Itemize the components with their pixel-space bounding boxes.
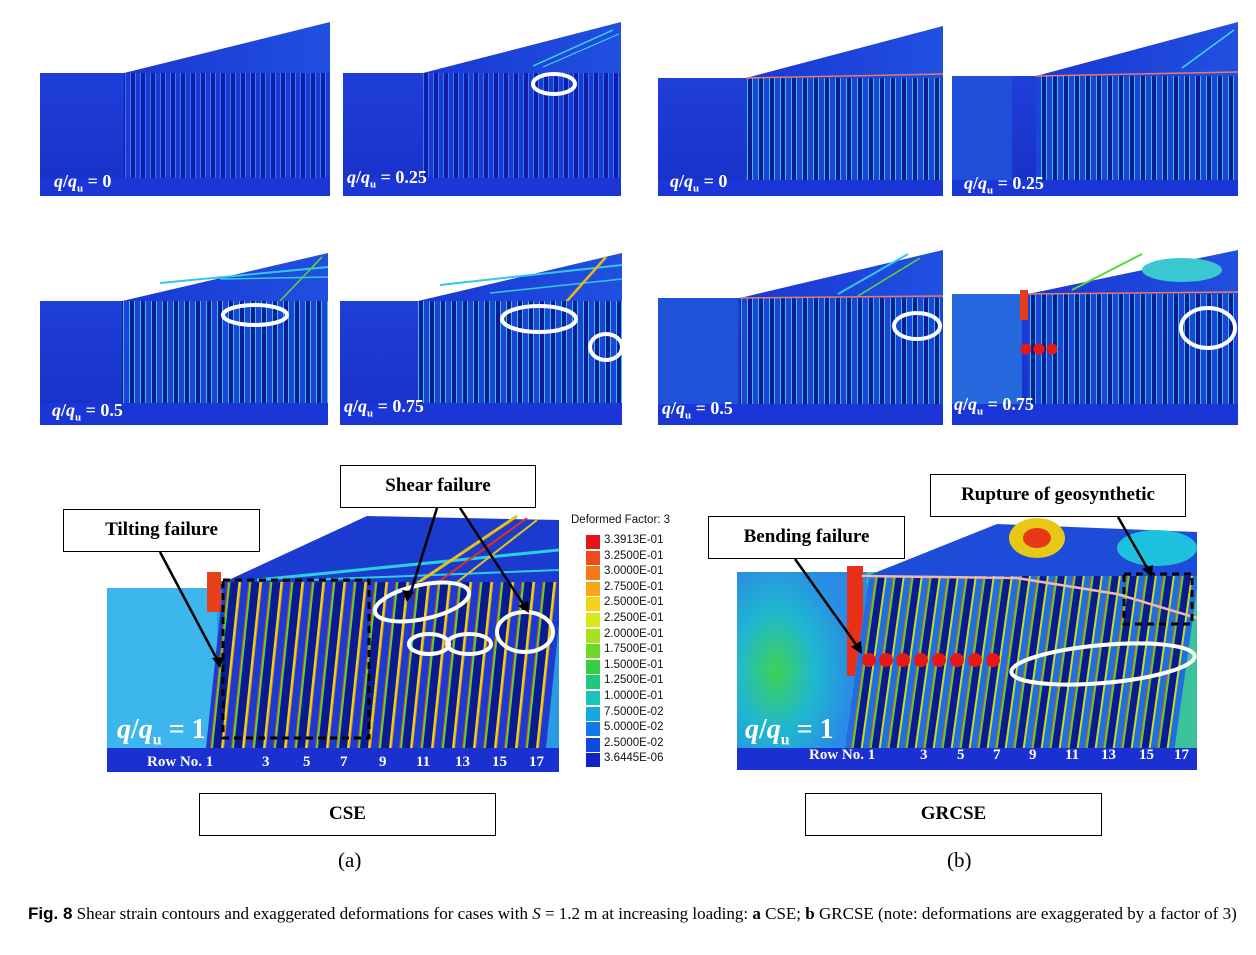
case-label-cse: CSE [199,793,496,836]
highlight-ellipse [445,632,493,656]
legend-swatch [586,597,600,612]
legend-label: 7.5000E-02 [604,705,664,718]
strain-legend: Deformed Factor: 3 3.3913E-01 3.2500E-01 3… [571,514,701,774]
legend-label: 3.6445E-06 [604,752,664,765]
legend-swatch [586,691,600,705]
highlight-ellipse [892,311,942,341]
legend-swatch [586,566,600,581]
legend-swatch [586,535,600,549]
legend-label: 2.0000E-01 [604,627,664,640]
q-ratio-label: q/qu = 0.5 [662,398,733,422]
q-ratio-label: q/qu = 0.25 [347,167,427,191]
highlight-ellipse [500,304,578,334]
highlight-ellipse [1179,306,1237,350]
contour-panel-cse-q05: q/qu = 0.5 [40,253,328,425]
contour-panel-grcse-q075: q/qu = 0.75 [952,250,1238,425]
legend-swatch [586,644,600,659]
callout-bending-failure: Bending failure [708,516,905,559]
q-ratio-label: q/qu = 1 [117,714,206,749]
legend-label: 2.5000E-02 [604,736,664,749]
legend-swatch [586,581,600,596]
legend-label: 2.7500E-01 [604,580,664,593]
callout-tilting-failure: Tilting failure [63,509,260,552]
highlight-ellipse [221,303,289,327]
legend-swatch [586,613,600,627]
contour-panel-grcse-q0: q/qu = 0 [658,22,943,196]
highlight-ellipse [588,332,622,362]
subfigure-label-a: (a) [338,848,362,872]
callout-shear-failure: Shear failure [340,465,536,508]
legend-label: 2.5000E-01 [604,596,664,609]
highlight-ellipse [1009,641,1197,687]
subfigure-label-b: (b) [947,848,972,872]
legend-label: 1.2500E-01 [604,674,664,687]
legend-swatch [586,550,600,565]
legend-label: 3.0000E-01 [604,565,664,578]
legend-swatch [586,659,600,674]
legend-swatch [586,706,600,721]
legend-label: 1.0000E-01 [604,690,664,702]
q-ratio-label: q/qu = 0.75 [954,394,1034,418]
legend-label: 5.0000E-02 [604,721,664,734]
legend-label: 1.5000E-01 [604,658,664,671]
highlight-ellipse [531,72,577,96]
figure-caption: Fig. 8 Shear strain contours and exagger… [28,904,1237,923]
legend-title: Deformed Factor: 3 [571,514,671,526]
legend-label: 1.7500E-01 [604,643,664,656]
legend-label: 3.3913E-01 [604,534,664,546]
contour-panel-cse-q075: q/qu = 0.75 [340,253,622,425]
q-ratio-label: q/qu = 1 [745,714,834,749]
callout-rupture-geosynthetic: Rupture of geosynthetic [930,474,1186,517]
q-ratio-label: q/qu = 0.25 [964,173,1044,196]
legend-swatch [586,737,600,752]
q-ratio-label: q/qu = 0.5 [52,400,123,424]
contour-panel-cse-q025: q/qu = 0.25 [343,22,621,196]
q-ratio-label: q/qu = 0.75 [344,396,424,420]
case-label-grcse: GRCSE [805,793,1102,836]
legend-swatch [586,753,600,768]
contour-panel-cse-q0: q/qu = 0 [40,22,330,196]
row-numbers: Row No. 1 3 5 7 9 11 13 15 17 [809,747,1189,763]
contour-panel-grcse-q05: q/qu = 0.5 [658,250,943,425]
legend-label: 3.2500E-01 [604,549,664,562]
contour-panel-grcse-q025: q/qu = 0.25 [952,22,1238,196]
q-ratio-label: q/qu = 0 [54,171,112,195]
legend-swatch [586,628,600,643]
legend-swatch [586,675,600,690]
rupture-zone-box [1122,572,1194,626]
q-ratio-label: q/qu = 0 [670,171,728,195]
legend-swatch [586,722,600,737]
legend-label: 2.2500E-01 [604,612,664,624]
row-numbers: Row No. 1 3 5 7 9 11 13 15 17 [147,754,544,770]
